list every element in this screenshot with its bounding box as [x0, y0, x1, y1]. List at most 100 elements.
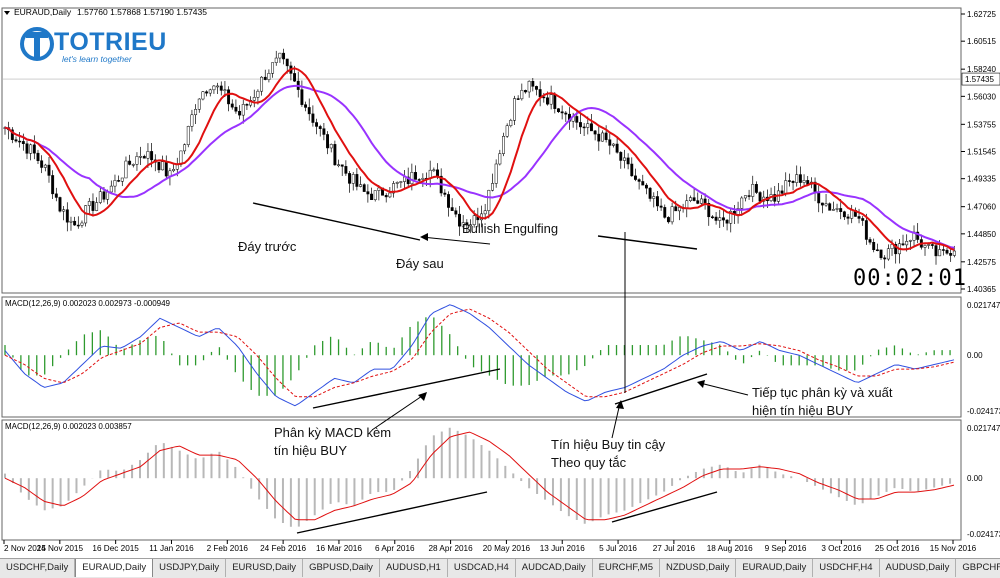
candle-body [894, 244, 898, 255]
macd1-tick-label: 0.021747 [967, 301, 1000, 310]
candle-body [69, 220, 73, 223]
candle-body [494, 163, 498, 184]
annotation-tiep-tuc-line2: hiện tín hiệu BUY [752, 403, 854, 418]
annotation-tin-hieu-line1: Tín hiệu Buy tin cậy [551, 437, 666, 452]
candle-body [36, 152, 40, 161]
chart-tab[interactable]: USDCAD,H4 [448, 559, 516, 577]
candle-body [718, 217, 722, 221]
chart-tab[interactable]: EURAUD,Daily [736, 559, 814, 577]
chart-tab[interactable]: AUDUSD,H1 [380, 559, 448, 577]
candle-body [699, 198, 703, 204]
phan-ky-arrow [371, 393, 426, 431]
candle-body [47, 164, 51, 176]
candle-body [740, 197, 744, 209]
candle-body [901, 243, 905, 246]
candle-body [586, 123, 590, 128]
candle-body [875, 249, 879, 251]
candle-body [626, 157, 630, 165]
candle-body [315, 122, 319, 127]
candle-body [43, 164, 47, 168]
annotation-bullish-engulfing: Bullish Engulfing [462, 221, 559, 236]
candle-body [575, 116, 579, 123]
candle-body [318, 126, 322, 129]
candle-body [612, 143, 615, 146]
candle-body [648, 187, 652, 199]
chart-tab[interactable]: USDJPY,Daily [153, 559, 227, 577]
candle-body [747, 195, 751, 197]
candle-body [120, 177, 124, 182]
candle-body [513, 98, 516, 121]
time-tick-label: 24 Nov 2015 [37, 544, 84, 553]
chart-tab[interactable]: AUDCAD,Daily [516, 559, 593, 577]
phan-ky-arrow-head [418, 392, 427, 401]
time-tick-label: 24 Feb 2016 [260, 544, 306, 553]
chart-tab[interactable]: EURCHF,M5 [593, 559, 660, 577]
time-tick-label: 2 Feb 2016 [207, 544, 249, 553]
candle-body [142, 156, 146, 159]
macd2-tick-label: 0.00 [967, 474, 983, 483]
candle-body [157, 161, 161, 171]
candle-body [491, 183, 494, 191]
chart-tab[interactable]: GBPUSD,Daily [303, 559, 380, 577]
candle-body [883, 257, 887, 260]
candle-body [183, 144, 187, 152]
panel-frame-3 [1, 419, 962, 541]
candle-body [340, 164, 344, 167]
candle-body [421, 177, 425, 180]
candle-body [201, 91, 205, 100]
candle-body [590, 123, 593, 132]
candle-body [223, 89, 227, 92]
time-tick-label: 27 Jul 2016 [653, 544, 696, 553]
candle-body [674, 206, 678, 212]
candle-body [846, 216, 850, 219]
candle-body [714, 216, 718, 221]
chart-tab[interactable]: USDCHF,H4 [813, 559, 880, 577]
candle-body [194, 109, 198, 116]
candle-body [791, 181, 795, 183]
chart-tab[interactable]: NZDUSD,Daily [660, 559, 737, 577]
candle-body [729, 211, 733, 224]
chart-tab[interactable]: EURUSD,Daily [226, 559, 304, 577]
candle-body [238, 110, 242, 116]
candle-body [29, 144, 33, 154]
candle-body [190, 114, 194, 127]
candle-body [274, 57, 278, 63]
candle-body [333, 144, 337, 166]
candle-body [362, 184, 366, 192]
candle-body [267, 73, 271, 80]
candle-body [498, 153, 502, 165]
candle-body [392, 183, 395, 194]
candle-body [835, 208, 839, 210]
candle-body [721, 217, 725, 221]
chart-symbol-label: EURAUD,Daily [14, 7, 72, 17]
candle-body [450, 207, 454, 211]
chart-tab[interactable]: GBPCHF [956, 559, 1000, 577]
dropdown-icon[interactable] [4, 11, 10, 15]
candle-body [300, 89, 304, 105]
candle-body [795, 174, 799, 183]
candle-body [322, 128, 326, 135]
logo-text: TOTRIEU [54, 28, 167, 56]
candle-body [630, 163, 634, 177]
candle-body [930, 244, 934, 246]
chart-ohlc-label: 1.57760 1.57868 1.57190 1.57435 [77, 7, 207, 17]
candle-body [857, 216, 861, 219]
candle-body [780, 190, 784, 194]
chart-tabs: USDCHF,Daily EURAUD,Daily USDJPY,Daily EURU… [0, 558, 1000, 578]
candle-body [62, 209, 66, 212]
candle-body [359, 184, 362, 187]
macd1-tick-label: 0.00 [967, 351, 983, 360]
price-tick-label: 1.53755 [967, 120, 996, 129]
candle-body [582, 126, 586, 129]
candle-body [263, 76, 267, 80]
candle-body [707, 203, 711, 218]
candle-body [487, 189, 491, 211]
candle-body [278, 52, 282, 59]
candle-body [879, 249, 883, 259]
chart-tab[interactable]: EURAUD,Daily [75, 559, 154, 577]
chart-tab[interactable]: AUDUSD,Daily [880, 559, 957, 577]
chart-tab[interactable]: USDCHF,Daily [0, 559, 76, 577]
time-tick-label: 2 Nov 2015 [4, 544, 46, 553]
